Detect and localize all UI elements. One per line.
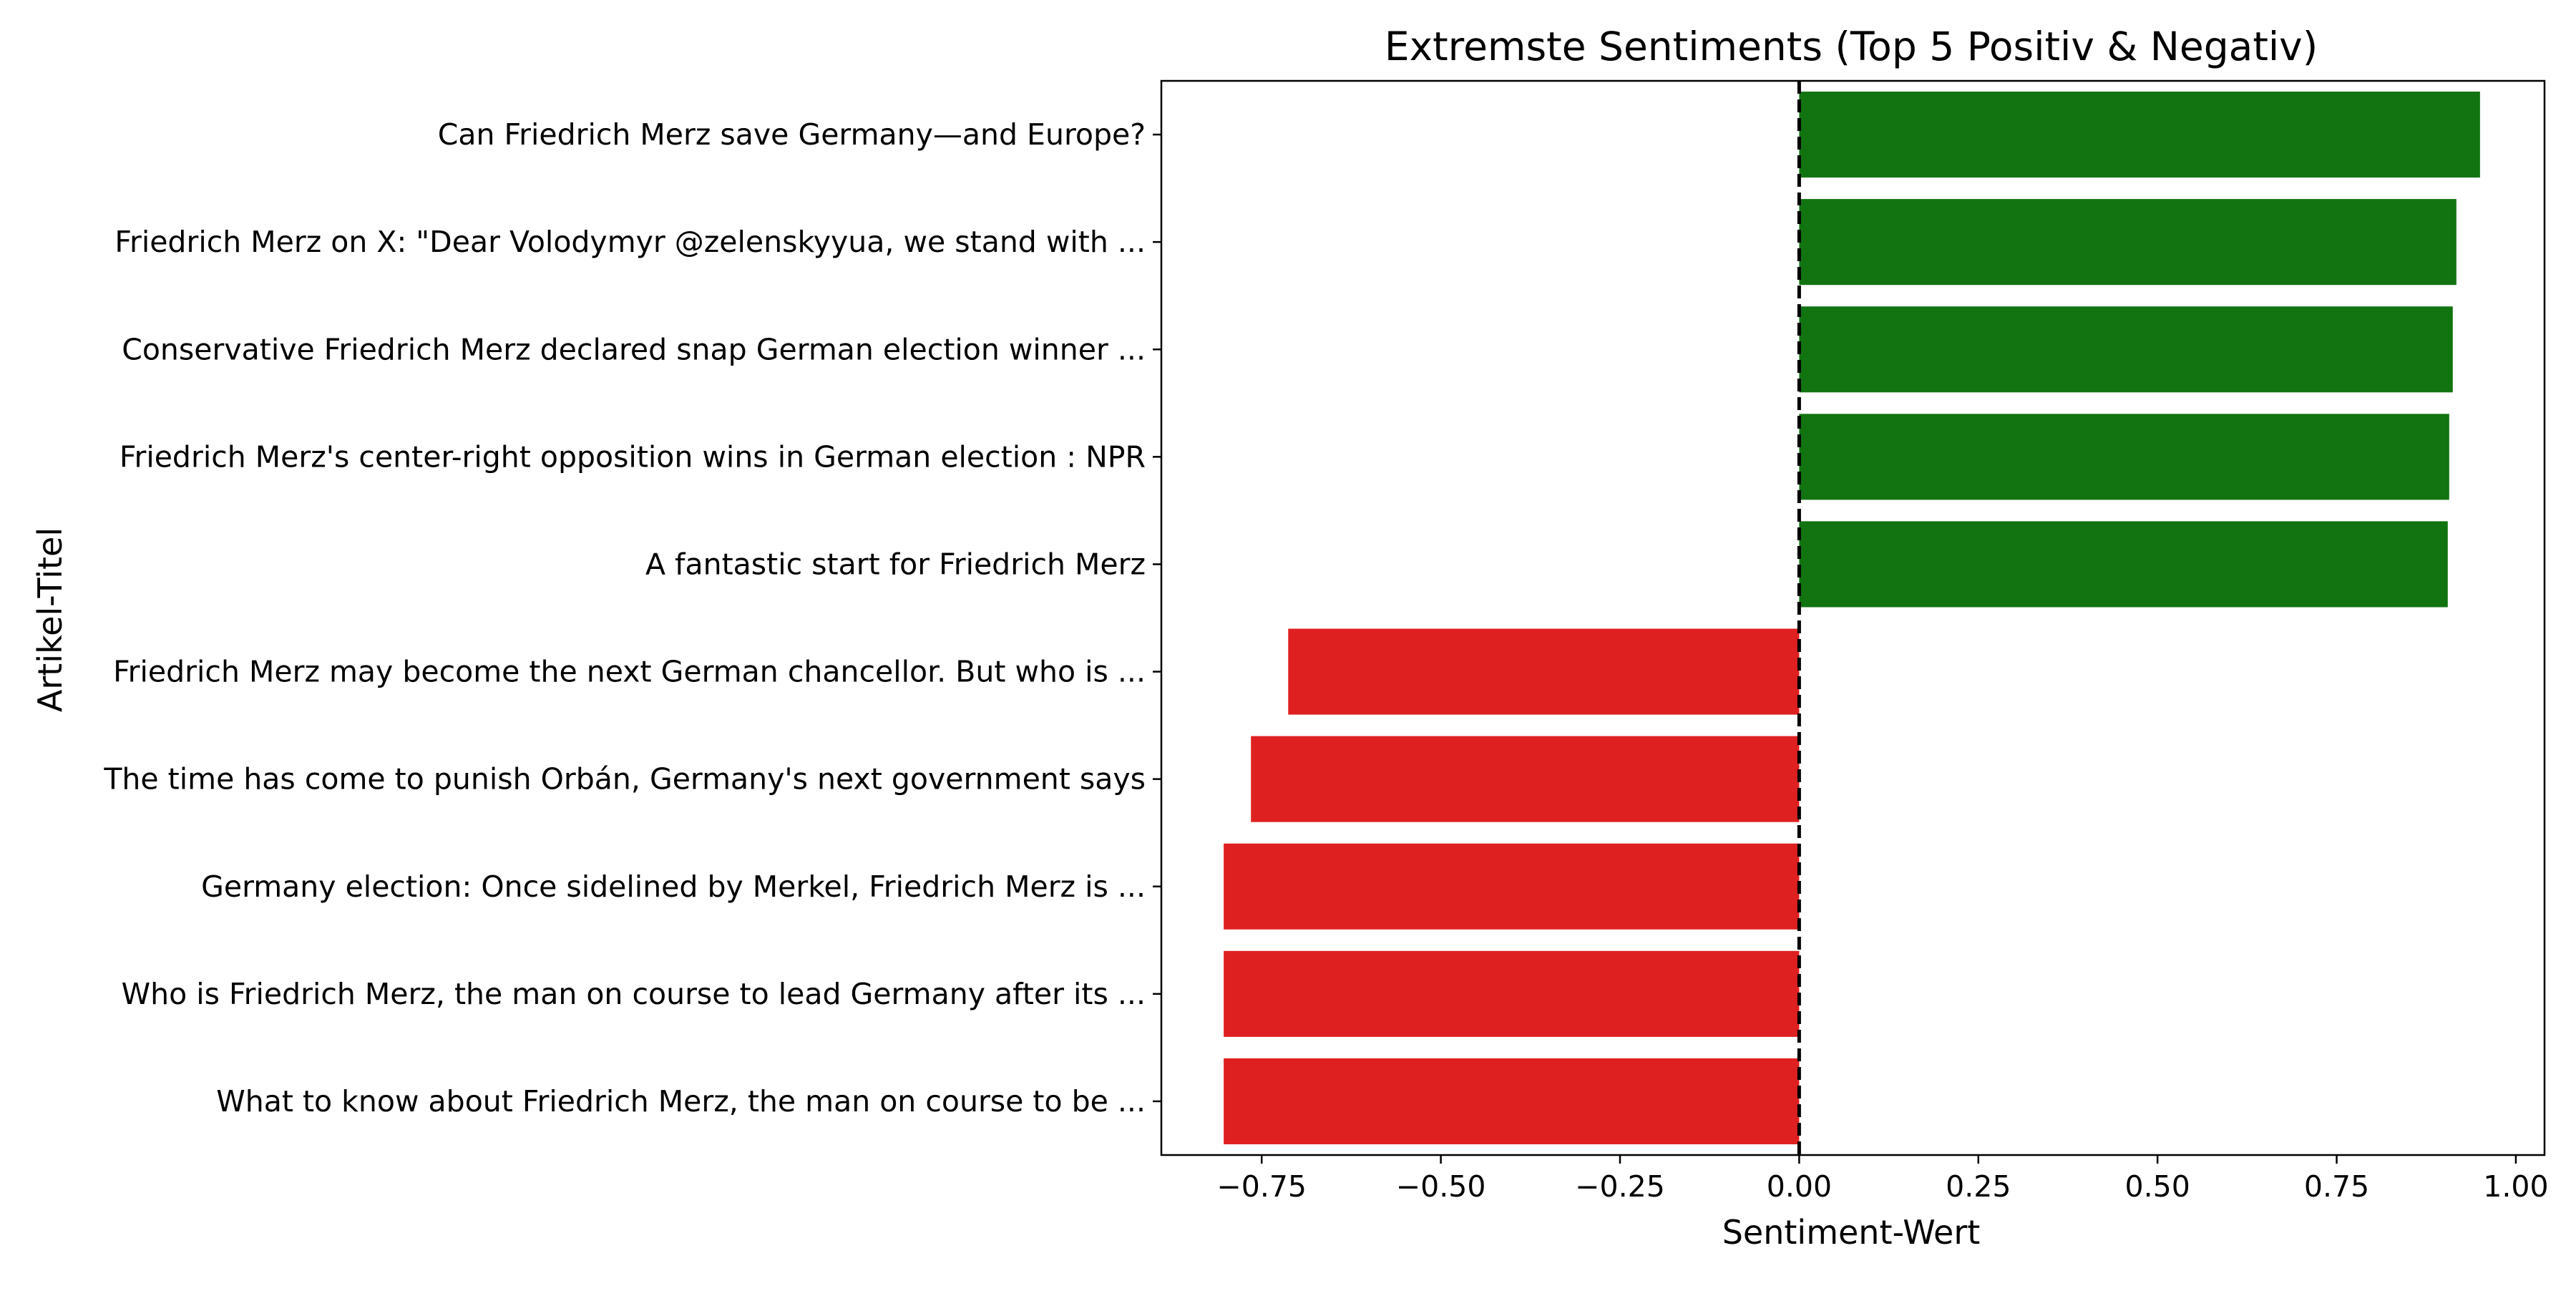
y-tick-label: Friedrich Merz on X: "Dear Volodymyr @ze… — [114, 225, 1146, 259]
y-tick-label: Conservative Friedrich Merz declared sna… — [122, 332, 1146, 366]
bar — [1799, 414, 2449, 500]
x-tick-label: 1.00 — [2483, 1169, 2548, 1204]
y-tick-label: What to know about Friedrich Merz, the m… — [216, 1084, 1146, 1119]
x-tick-label: 0.25 — [1946, 1169, 2011, 1204]
y-tick-label: Who is Friedrich Merz, the man on course… — [122, 977, 1146, 1011]
y-tick-label: The time has come to punish Orbán, Germa… — [103, 762, 1146, 796]
bar — [1224, 1058, 1800, 1144]
y-tick-label: Can Friedrich Merz save Germany—and Euro… — [438, 117, 1146, 152]
x-tick-label: 0.75 — [2304, 1169, 2369, 1204]
chart-title: Extremste Sentiments (Top 5 Positiv & Ne… — [1385, 24, 2318, 69]
y-tick-label: A fantastic start for Friedrich Merz — [645, 547, 1146, 581]
y-tick-label: Friedrich Merz may become the next Germa… — [113, 655, 1146, 689]
x-tick-label: 0.00 — [1767, 1169, 1832, 1204]
bar — [1799, 199, 2457, 286]
x-tick-label: −0.50 — [1396, 1169, 1486, 1204]
bar — [1799, 521, 2448, 608]
x-tick-label: 0.50 — [2125, 1169, 2190, 1204]
plot-frame — [1160, 79, 2546, 1156]
bar — [1288, 628, 1800, 715]
x-tick-label: −0.75 — [1216, 1169, 1307, 1204]
bar — [1224, 950, 1800, 1037]
y-axis-label: Artikel-Titel — [31, 527, 69, 712]
y-tick-label: Germany election: Once sidelined by Merk… — [201, 869, 1146, 904]
bar — [1799, 92, 2480, 178]
bar — [1799, 306, 2453, 393]
plot-area: Can Friedrich Merz save Germany—and Euro… — [103, 79, 2549, 1204]
x-tick-label: −0.25 — [1575, 1169, 1665, 1204]
y-tick-label: Friedrich Merz's center-right opposition… — [119, 439, 1146, 474]
bar — [1224, 843, 1800, 930]
bar — [1251, 736, 1800, 822]
x-axis-label: Sentiment-Wert — [1722, 1213, 1981, 1252]
